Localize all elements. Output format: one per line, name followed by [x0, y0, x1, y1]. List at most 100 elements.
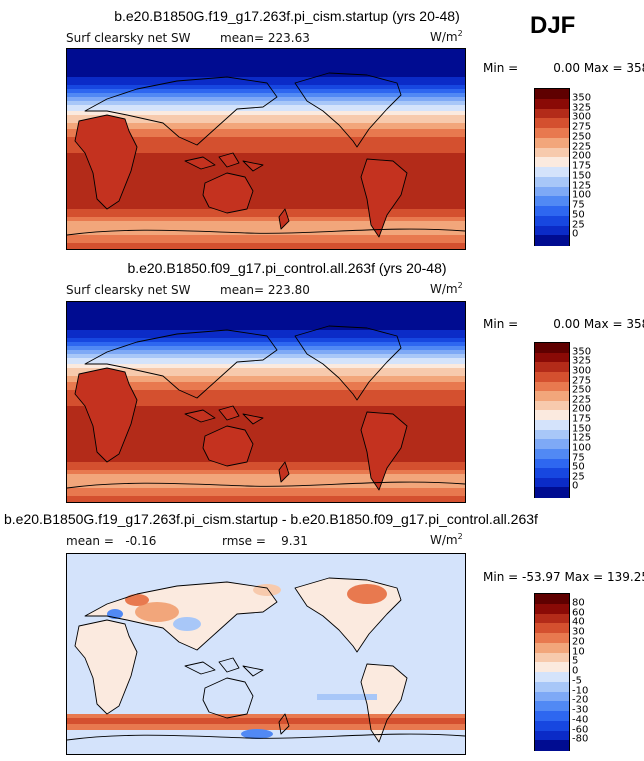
panel1-antarctica: [67, 228, 465, 236]
colorbar-tick-label: 200: [572, 403, 592, 415]
zonal-band: [67, 101, 465, 104]
colorbar-segment: [535, 89, 569, 100]
panel1-map-svg: [67, 49, 465, 249]
panel3-colorbar-labels: 80 60 40 30 20 10 5 0 -5 -10 -20 -30 -40 -60 -80: [572, 593, 632, 749]
zonal-band: [67, 235, 465, 238]
zonal-band: [67, 91, 465, 94]
zonal-band: [67, 476, 465, 479]
zonal-band: [67, 342, 465, 345]
zonal-band: [67, 223, 465, 226]
colorbar-tick-label: 250: [572, 131, 592, 143]
zonal-band: [67, 478, 465, 481]
zonal-band: [67, 247, 465, 249]
zonal-band: [67, 378, 465, 381]
colorbar-segment: [535, 633, 569, 644]
colorbar-tick-label: 60: [572, 607, 585, 618]
zonal-band: [67, 308, 465, 311]
zonal-band: [67, 145, 465, 148]
season-label: DJF: [530, 12, 576, 39]
zonal-band: [67, 336, 465, 339]
colorbar-segment: [535, 215, 569, 226]
panel3-indonesia: [184, 657, 264, 677]
panel2-max-label: Max =: [583, 317, 623, 331]
zonal-band: [67, 245, 465, 248]
colorbar-segment: [535, 594, 569, 605]
panel1-mean: mean= 223.63: [220, 31, 310, 45]
zonal-band: [67, 99, 465, 102]
colorbar-tick-label: 250: [572, 384, 592, 396]
zonal-band: [67, 332, 465, 335]
zonal-band: [67, 356, 465, 359]
colorbar-segment: [535, 487, 569, 498]
zonal-band: [67, 432, 465, 435]
zonal-band: [67, 320, 465, 323]
zonal-band: [67, 113, 465, 116]
zonal-band: [67, 486, 465, 489]
zonal-band: [67, 314, 465, 317]
zonal-band: [67, 372, 465, 375]
zonal-band: [67, 53, 465, 56]
panel3-coastlines: [67, 577, 465, 743]
colorbar-tick-label: 0: [572, 665, 579, 677]
panel3-colorbar: [534, 593, 570, 751]
zonal-band: [67, 125, 465, 128]
zonal-band: [67, 458, 465, 461]
colorbar-segment: [535, 477, 569, 488]
colorbar-segment: [535, 439, 569, 450]
zonal-band: [67, 354, 465, 357]
panel1-units-sup: 2: [457, 29, 463, 38]
panel2-units: W/m2: [430, 281, 463, 296]
colorbar-segment: [535, 468, 569, 479]
panel3-africa: [74, 619, 138, 715]
zonal-band: [67, 87, 465, 90]
zonal-band: [67, 494, 465, 497]
panel3-antarctica: [67, 733, 465, 741]
zonal-band: [67, 67, 465, 70]
zonal-band: [67, 388, 465, 391]
zonal-band: [67, 111, 465, 114]
panel2-units-text: W/m: [430, 282, 458, 296]
panel2-map-svg: [67, 302, 465, 502]
panel1-minmax: Min = 0.00 Max = 358.50: [483, 61, 644, 75]
zonal-band: [67, 418, 465, 421]
panel1-south-america: [360, 158, 408, 238]
colorbar-tick-label: 175: [572, 413, 592, 425]
colorbar-tick-label: 75: [572, 452, 585, 463]
colorbar-segment: [535, 691, 569, 702]
panel3-anom-north-america: [347, 584, 387, 604]
zonal-band: [67, 171, 465, 174]
zonal-band: [67, 446, 465, 449]
zonal-band: [67, 392, 465, 395]
zonal-band: [67, 398, 465, 401]
colorbar-segment: [535, 391, 569, 402]
colorbar-segment: [535, 672, 569, 683]
panel2-north-america: [294, 325, 402, 401]
colorbar-tick-label: 325: [572, 355, 592, 367]
zonal-band: [67, 460, 465, 463]
zonal-band: [67, 352, 465, 355]
panel3-max-label: Max =: [564, 570, 604, 584]
colorbar-segment: [535, 603, 569, 614]
colorbar-segment: [535, 400, 569, 411]
zonal-band: [67, 312, 465, 315]
zonal-band: [67, 348, 465, 351]
panel3-min-label: Min =: [483, 570, 519, 584]
panel1-australia: [202, 172, 254, 214]
panel3-map-svg: [67, 577, 465, 743]
zonal-band: [67, 364, 465, 367]
panel3-max-value: 139.25: [607, 570, 644, 584]
zonal-band: [67, 201, 465, 204]
zonal-band: [67, 480, 465, 483]
colorbar-segment: [535, 167, 569, 178]
zonal-band: [67, 129, 465, 132]
zonal-band: [67, 179, 465, 182]
zonal-band: [67, 406, 465, 409]
panel1-variable: Surf clearsky net SW: [66, 31, 191, 45]
zonal-band: [67, 195, 465, 198]
colorbar-segment: [535, 128, 569, 139]
zonal-band: [67, 199, 465, 202]
zonal-band: [67, 149, 465, 152]
colorbar-segment: [535, 186, 569, 197]
zonal-band: [67, 454, 465, 457]
panel1-max-value: 358.50: [626, 61, 644, 75]
